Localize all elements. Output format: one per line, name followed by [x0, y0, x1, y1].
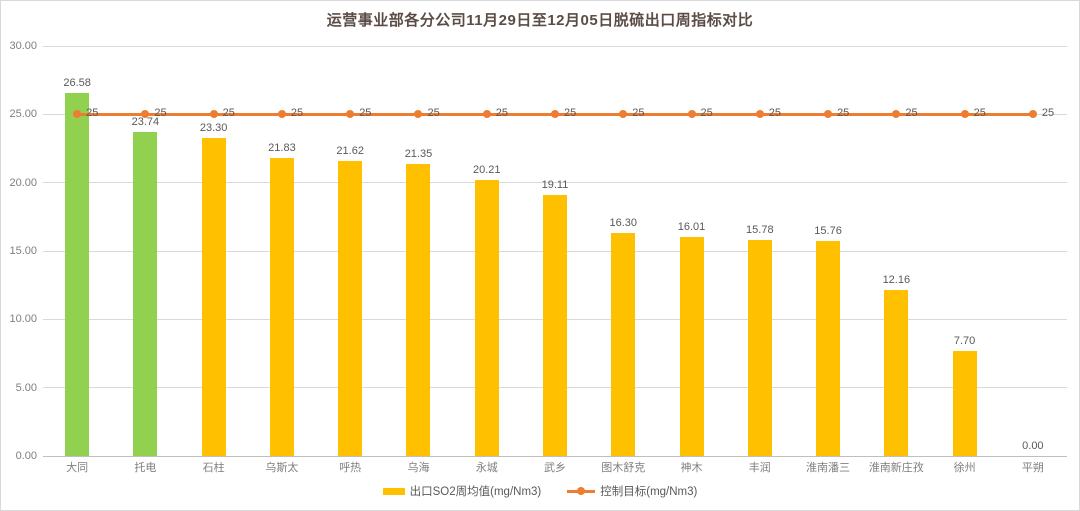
target-value-label: 25 — [1041, 107, 1055, 120]
bar-value-label: 12.16 — [882, 273, 911, 286]
bar — [133, 131, 158, 456]
category-label: 图木舒克 — [601, 462, 646, 474]
x-axis-line — [43, 455, 1067, 457]
y-tick-label: 10.00 — [9, 313, 37, 326]
bar — [269, 157, 294, 456]
y-tick-label: 5.00 — [15, 381, 37, 394]
target-marker-icon — [73, 110, 82, 119]
category-label: 淮南潘三 — [806, 462, 851, 474]
legend: 出口SO2周均值(mg/Nm3) 控制目标(mg/Nm3) — [1, 483, 1079, 499]
category-label: 呼热 — [339, 462, 362, 474]
target-value-label: 25 — [973, 107, 986, 120]
y-tick-label: 15.00 — [9, 245, 37, 257]
chart-title: 运营事业部各分公司11月29日至12月05日脱硫出口周指标对比 — [326, 12, 754, 29]
bar — [474, 179, 499, 456]
target-value-label: 25 — [768, 107, 782, 120]
target-marker-icon — [277, 110, 286, 119]
bar — [747, 240, 772, 456]
target-value-label: 25 — [290, 107, 304, 120]
bar — [679, 237, 704, 456]
target-value-label: 25 — [632, 107, 645, 120]
bar-value-label: 19.11 — [541, 178, 569, 191]
bar-value-label: 16.30 — [609, 217, 638, 230]
target-value-label: 25 — [837, 107, 850, 120]
target-marker-icon — [414, 110, 423, 119]
category-label: 永城 — [475, 462, 498, 474]
category-label: 大同 — [66, 462, 89, 474]
target-marker-icon — [141, 110, 150, 119]
y-tick-label: 25.00 — [9, 108, 37, 121]
bar — [952, 350, 977, 456]
category-label: 徐州 — [953, 462, 976, 474]
bar — [338, 160, 363, 456]
target-marker-icon — [687, 110, 696, 119]
target-marker-icon — [209, 110, 218, 119]
target-value-label: 25 — [86, 107, 99, 120]
y-tick-label: 30.00 — [9, 40, 37, 52]
target-marker-icon — [1028, 110, 1037, 119]
target-marker-icon — [619, 110, 628, 119]
bar-value-label: 7.70 — [953, 334, 976, 347]
gridline — [43, 182, 1067, 184]
category-label: 淮南新庄孜 — [868, 462, 924, 474]
legend-label-so2: 出口SO2周均值(mg/Nm3) — [409, 486, 542, 498]
bar-value-label: 21.83 — [268, 141, 296, 154]
target-marker-icon — [551, 110, 559, 119]
bar — [816, 240, 841, 456]
gridline — [43, 45, 1067, 47]
target-value-label: 25 — [427, 107, 440, 120]
bar-value-label: 16.01 — [677, 221, 706, 234]
category-label: 乌海 — [407, 462, 430, 474]
target-marker-icon — [960, 110, 969, 119]
target-value-label: 25 — [905, 107, 918, 120]
target-value-label: 25 — [154, 107, 167, 120]
category-label: 武乡 — [543, 462, 566, 474]
bar — [65, 92, 90, 456]
y-tick-label: 20.00 — [9, 176, 37, 189]
bar — [884, 289, 909, 456]
bar — [406, 164, 431, 456]
target-marker-icon — [482, 110, 491, 119]
category-label: 神木 — [680, 462, 703, 474]
y-tick-label: 0.00 — [15, 450, 37, 462]
category-label: 石柱 — [202, 462, 225, 474]
target-value-label: 25 — [359, 107, 372, 120]
bar-value-label: 0.00 — [1022, 440, 1044, 452]
line-marker-icon — [577, 487, 586, 495]
target-value-label: 25 — [495, 107, 508, 120]
target-marker-icon — [824, 110, 833, 119]
category-label: 平朔 — [1021, 462, 1044, 474]
target-marker-icon — [892, 110, 901, 119]
bar-value-label: 15.76 — [814, 224, 842, 237]
bar — [611, 233, 636, 456]
line-series-swatch-icon — [567, 487, 596, 495]
bar-value-label: 21.62 — [336, 144, 364, 157]
legend-item-target-line: 控制目标(mg/Nm3) — [567, 483, 697, 499]
target-value-label: 25 — [564, 107, 577, 120]
bar-value-label: 15.78 — [746, 224, 774, 237]
category-label: 托电 — [134, 462, 157, 474]
target-value-label: 25 — [700, 107, 713, 120]
bar — [543, 194, 567, 456]
bar-value-label: 23.30 — [199, 121, 228, 134]
target-marker-icon — [346, 110, 355, 119]
legend-label-target: 控制目标(mg/Nm3) — [600, 486, 698, 498]
legend-item-so2-bars: 出口SO2周均值(mg/Nm3) — [382, 483, 542, 499]
target-value-label: 25 — [222, 107, 235, 120]
target-marker-icon — [755, 110, 764, 119]
bar-value-label: 26.58 — [63, 76, 91, 89]
bar-series-swatch-icon — [382, 487, 405, 495]
bar-value-label: 20.21 — [472, 163, 501, 176]
category-label: 丰润 — [748, 462, 771, 474]
bar-value-label: 21.35 — [404, 148, 433, 161]
category-label: 乌斯太 — [265, 462, 299, 474]
bar-value-label: 23.74 — [131, 115, 160, 128]
bar — [201, 137, 226, 456]
